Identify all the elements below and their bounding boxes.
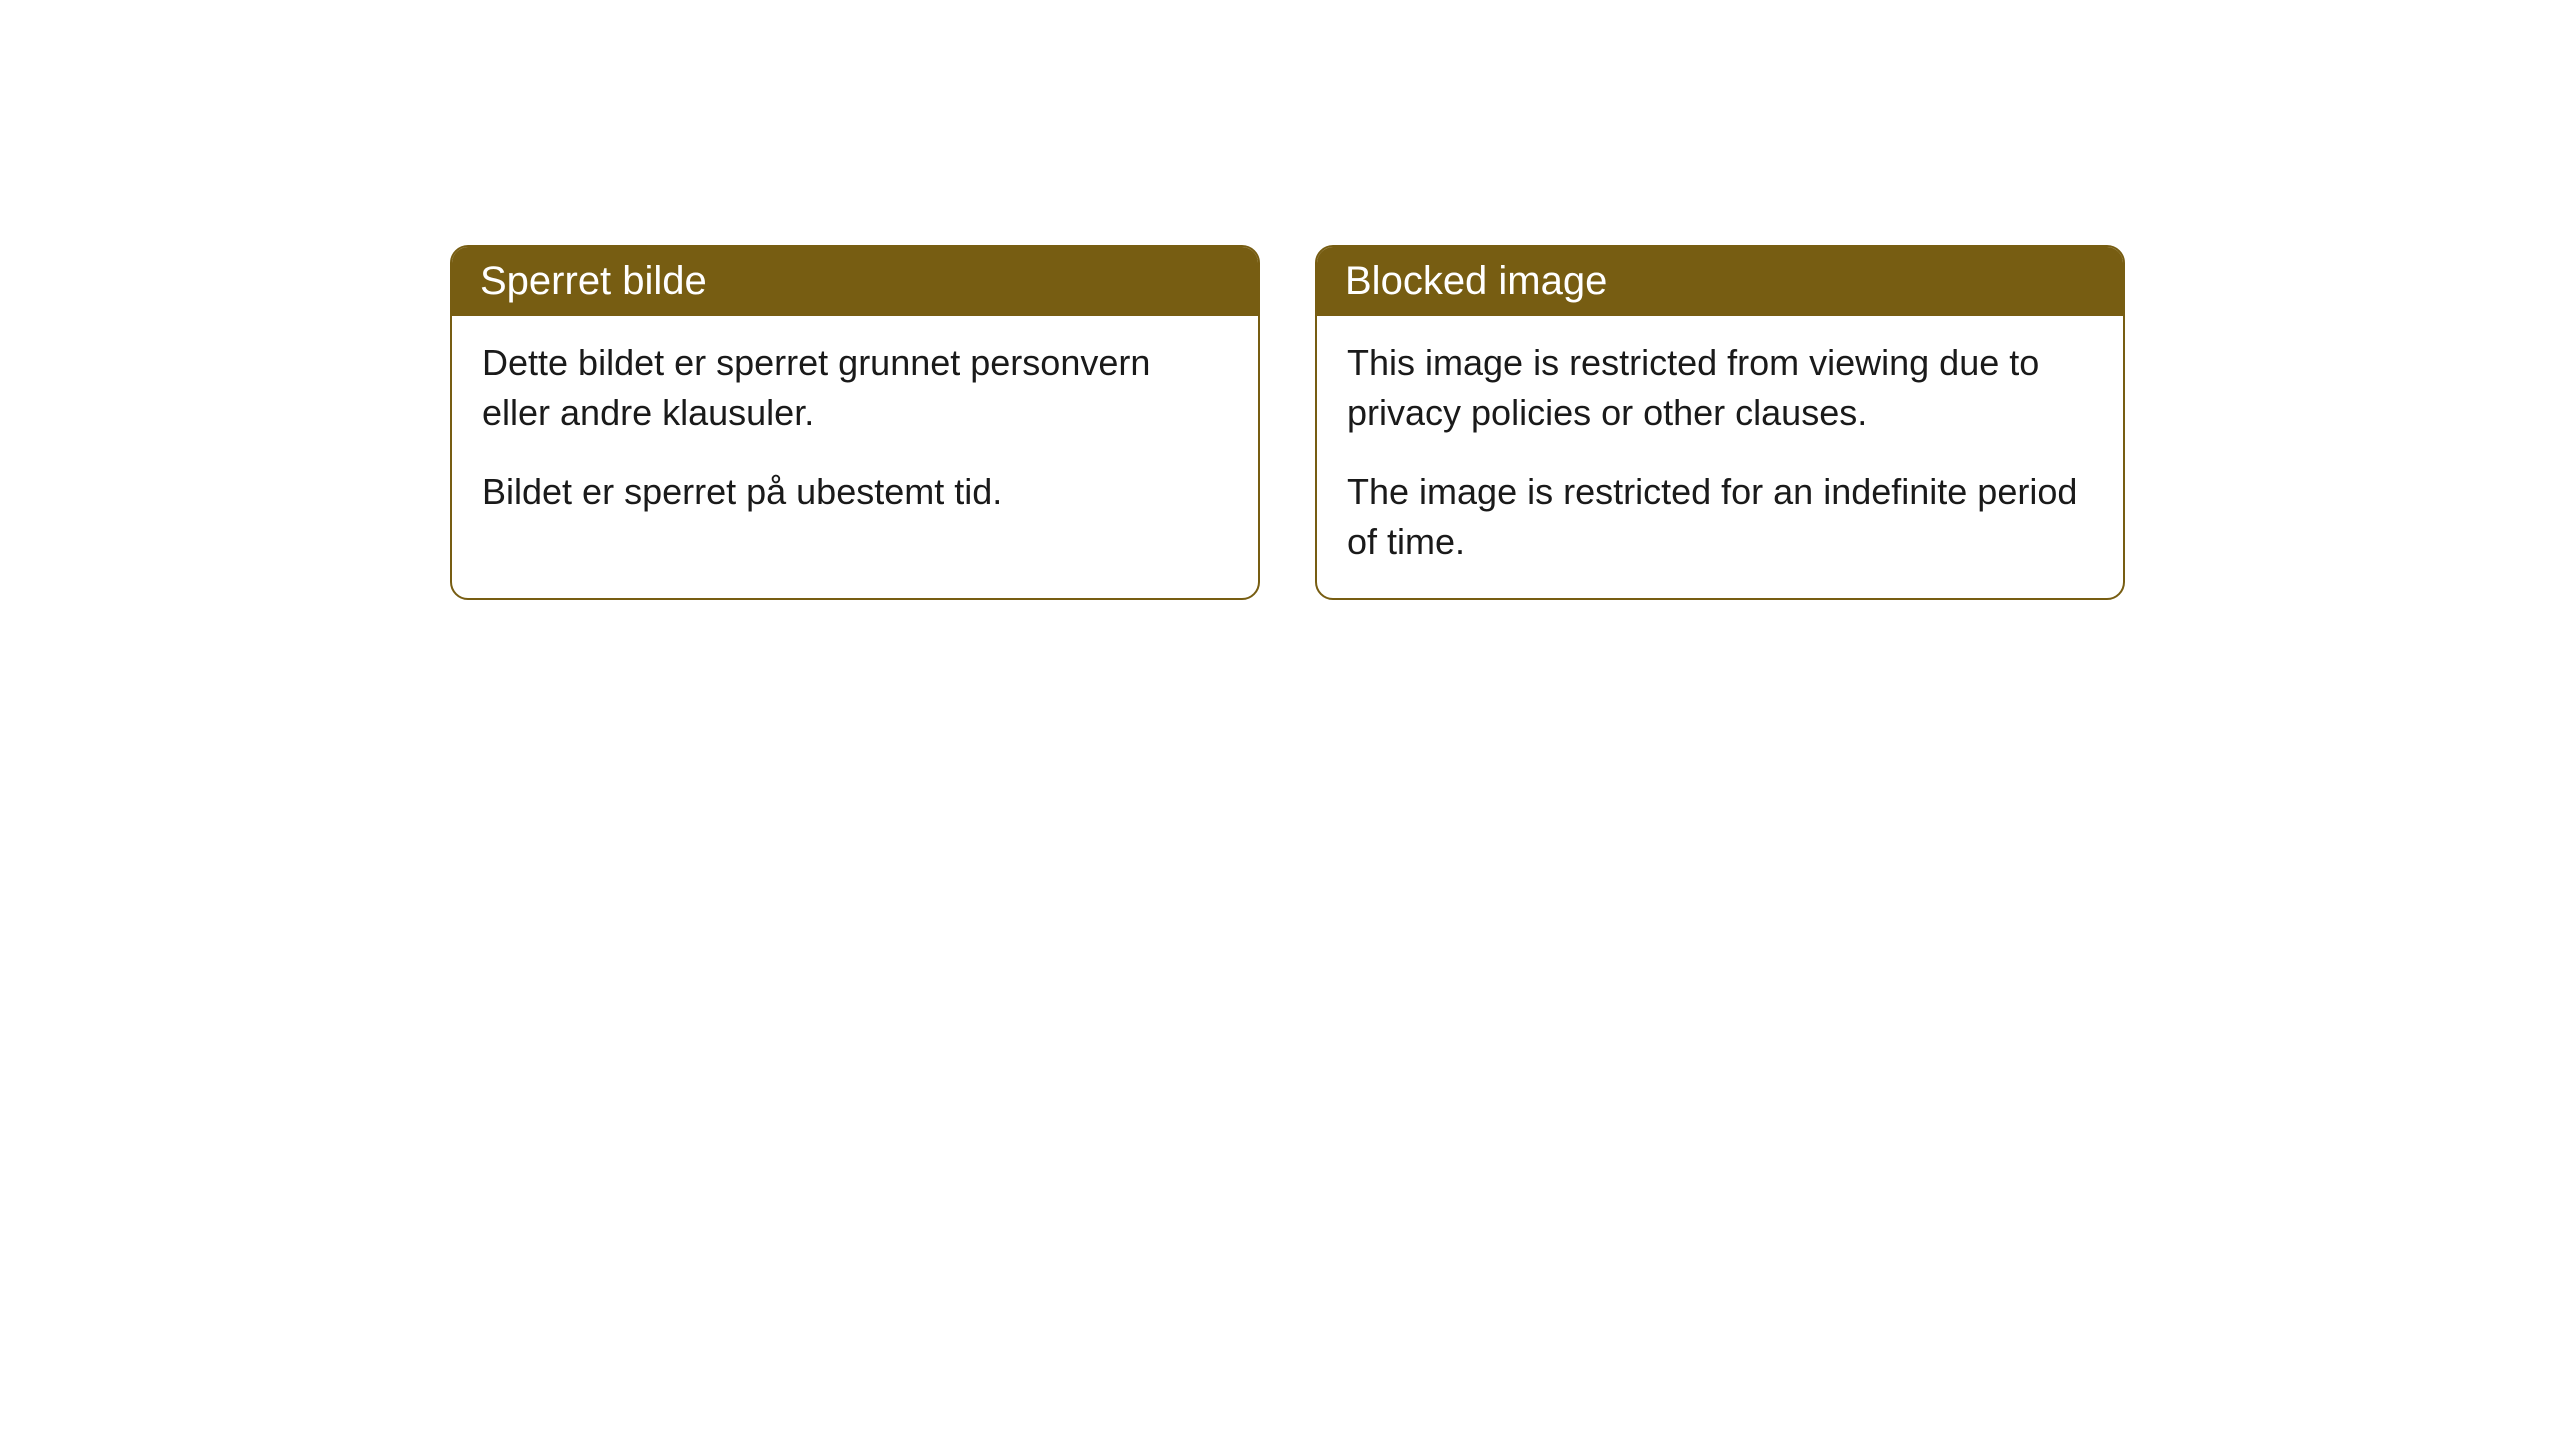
notice-paragraph-1: Dette bildet er sperret grunnet personve… <box>482 338 1228 439</box>
notices-container: Sperret bilde Dette bildet er sperret gr… <box>0 0 2560 600</box>
notice-paragraph-1: This image is restricted from viewing du… <box>1347 338 2093 439</box>
notice-paragraph-2: Bildet er sperret på ubestemt tid. <box>482 467 1228 517</box>
notice-header: Blocked image <box>1317 247 2123 316</box>
notice-card-english: Blocked image This image is restricted f… <box>1315 245 2125 600</box>
notice-paragraph-2: The image is restricted for an indefinit… <box>1347 467 2093 568</box>
notice-body: Dette bildet er sperret grunnet personve… <box>452 316 1258 547</box>
notice-card-norwegian: Sperret bilde Dette bildet er sperret gr… <box>450 245 1260 600</box>
notice-header: Sperret bilde <box>452 247 1258 316</box>
notice-body: This image is restricted from viewing du… <box>1317 316 2123 598</box>
